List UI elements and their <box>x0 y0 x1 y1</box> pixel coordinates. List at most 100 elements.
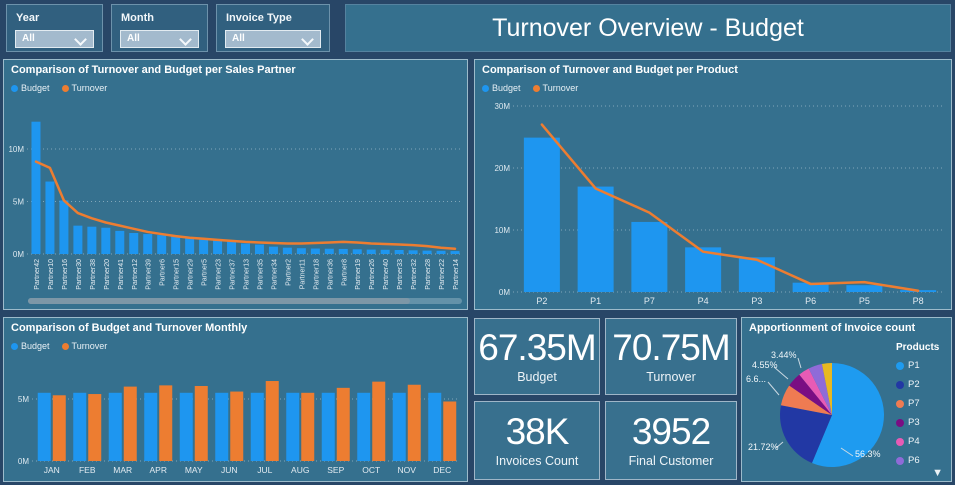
svg-text:5M: 5M <box>13 198 24 207</box>
pie-legend-item-p6[interactable]: P6 <box>896 455 946 466</box>
page-title: Turnover Overview - Budget <box>492 14 804 42</box>
panel-monthly-chart: Comparison of Budget and Turnover Monthl… <box>3 317 468 482</box>
svg-text:P4: P4 <box>698 296 709 306</box>
turnover-legend-dot <box>61 342 69 350</box>
svg-text:SEP: SEP <box>327 465 344 475</box>
final-customer-kpi-card: 3952 Final Customer <box>605 401 737 480</box>
svg-text:Partner12: Partner12 <box>132 259 139 290</box>
turnover-legend-dot <box>61 84 69 92</box>
pie-legend-item-p3[interactable]: P3 <box>896 417 946 428</box>
svg-text:30M: 30M <box>494 102 510 111</box>
legend-dot <box>896 437 904 446</box>
svg-text:P8: P8 <box>913 296 924 306</box>
svg-text:Partner20: Partner20 <box>104 259 111 290</box>
budget-kpi-label: Budget <box>517 369 557 384</box>
page-title-bar: Turnover Overview - Budget <box>345 4 951 52</box>
invoices-count-kpi-label: Invoices Count <box>495 453 579 468</box>
panel-invoice-pie: Apportionment of Invoice count Products … <box>741 317 952 482</box>
svg-text:Partner41: Partner41 <box>118 259 125 290</box>
svg-text:Partner10: Partner10 <box>48 259 55 290</box>
legend-dot <box>896 380 904 389</box>
svg-text:NOV: NOV <box>398 465 417 475</box>
pie-legend-item-p1[interactable]: P1 <box>896 360 946 371</box>
svg-text:P1: P1 <box>590 296 601 306</box>
partner-chart-legend: Budget Turnover <box>11 83 107 93</box>
svg-text:MAR: MAR <box>113 465 132 475</box>
year-filter-dropdown[interactable]: All <box>15 30 94 48</box>
year-filter-value: All <box>22 33 35 44</box>
final-customer-kpi-value: 3952 <box>631 411 711 453</box>
svg-text:Partner2: Partner2 <box>285 259 292 286</box>
budget-legend-label: Budget <box>492 83 521 93</box>
turnover-legend-label: Turnover <box>71 341 108 351</box>
monthly-bar-chart[interactable]: 0M 5M JAN FEB MAR APR MAY JUN JUL AUG SEP OCT NOV DEC <box>4 318 467 481</box>
pie-percent-label: 3.44% <box>771 350 797 360</box>
pie-legend-item-p4[interactable]: P4 <box>896 436 946 447</box>
legend-label: P7 <box>908 398 920 409</box>
budget-kpi-value: 67.35M <box>478 327 596 369</box>
legend-label: P2 <box>908 379 920 390</box>
legend-dot <box>896 456 904 465</box>
pie-percent-label: 56.3% <box>855 449 881 459</box>
svg-text:Partner35: Partner35 <box>257 259 264 290</box>
svg-text:Partner32: Partner32 <box>411 259 418 290</box>
chevron-down-icon <box>74 33 87 46</box>
budget-legend-dot <box>482 84 489 92</box>
invoices-count-kpi-card: 38K Invoices Count <box>474 401 600 480</box>
svg-text:Partner19: Partner19 <box>355 259 362 290</box>
pie-percent-label: 21.72% <box>748 442 779 452</box>
pie-percent-label: 6.6... <box>746 374 767 384</box>
panel-sales-partner-chart: Comparison of Turnover and Budget per Sa… <box>3 59 468 310</box>
final-customer-kpi-label: Final Customer <box>628 453 714 468</box>
invoices-count-kpi-value: 38K <box>505 411 570 453</box>
partner-bar-line-chart[interactable]: 0M 5M 10M Partner42 Partner10 Partner16 Partne… <box>4 60 467 309</box>
turnover-kpi-label: Turnover <box>646 369 696 384</box>
invoice-pie-chart[interactable] <box>742 318 951 481</box>
invoice-type-filter: Invoice Type All <box>216 4 330 52</box>
svg-text:0M: 0M <box>18 457 29 466</box>
svg-text:Partner22: Partner22 <box>439 259 446 290</box>
budget-legend-label: Budget <box>21 341 50 351</box>
svg-text:Partner37: Partner37 <box>230 259 237 290</box>
svg-text:Partner16: Partner16 <box>62 259 69 290</box>
svg-text:FEB: FEB <box>79 465 96 475</box>
svg-text:Partner33: Partner33 <box>397 259 404 290</box>
svg-text:Partner40: Partner40 <box>383 259 390 290</box>
year-filter-label: Year <box>16 12 40 24</box>
svg-text:Partner26: Partner26 <box>369 259 376 290</box>
svg-text:Partner11: Partner11 <box>299 259 306 289</box>
product-chart-legend: Budget Turnover <box>482 83 578 93</box>
budget-kpi-card: 67.35M Budget <box>474 318 600 395</box>
next-page-arrow-icon[interactable]: ▼ <box>932 467 943 479</box>
svg-text:DEC: DEC <box>433 465 451 475</box>
svg-text:10M: 10M <box>8 145 24 154</box>
svg-text:P2: P2 <box>536 296 547 306</box>
month-filter-dropdown[interactable]: All <box>120 30 199 48</box>
month-filter-value: All <box>127 33 140 44</box>
budget-legend-dot <box>11 84 18 92</box>
month-filter: Month All <box>111 4 208 52</box>
scrollbar-thumb[interactable] <box>28 298 410 304</box>
svg-text:Partner28: Partner28 <box>425 259 432 290</box>
pie-chart-title: Apportionment of Invoice count <box>749 322 916 334</box>
svg-text:Partner8: Partner8 <box>341 259 348 286</box>
partner-chart-title: Comparison of Turnover and Budget per Sa… <box>11 64 296 76</box>
chevron-down-icon <box>301 33 314 46</box>
svg-text:OCT: OCT <box>362 465 380 475</box>
turnover-kpi-value: 70.75M <box>612 327 730 369</box>
invoice-type-filter-dropdown[interactable]: All <box>225 30 321 48</box>
monthly-chart-legend: Budget Turnover <box>11 341 107 351</box>
svg-text:P3: P3 <box>751 296 762 306</box>
pie-legend: Products P1 P2 P7 P3 P4 P6 <box>896 342 946 474</box>
pie-legend-item-p2[interactable]: P2 <box>896 379 946 390</box>
product-bar-line-chart[interactable]: 0M 10M 20M 30M P2 P1 P7 P4 P3 P6 P5 P8 <box>475 60 951 309</box>
svg-text:P7: P7 <box>644 296 655 306</box>
partner-chart-scrollbar[interactable] <box>28 298 462 304</box>
month-filter-label: Month <box>121 12 154 24</box>
pie-legend-item-p7[interactable]: P7 <box>896 398 946 409</box>
svg-text:Partner5: Partner5 <box>202 259 209 286</box>
pie-percent-label: 4.55% <box>752 360 778 370</box>
svg-text:Partner30: Partner30 <box>76 259 83 290</box>
monthly-chart-title: Comparison of Budget and Turnover Monthl… <box>11 322 248 334</box>
